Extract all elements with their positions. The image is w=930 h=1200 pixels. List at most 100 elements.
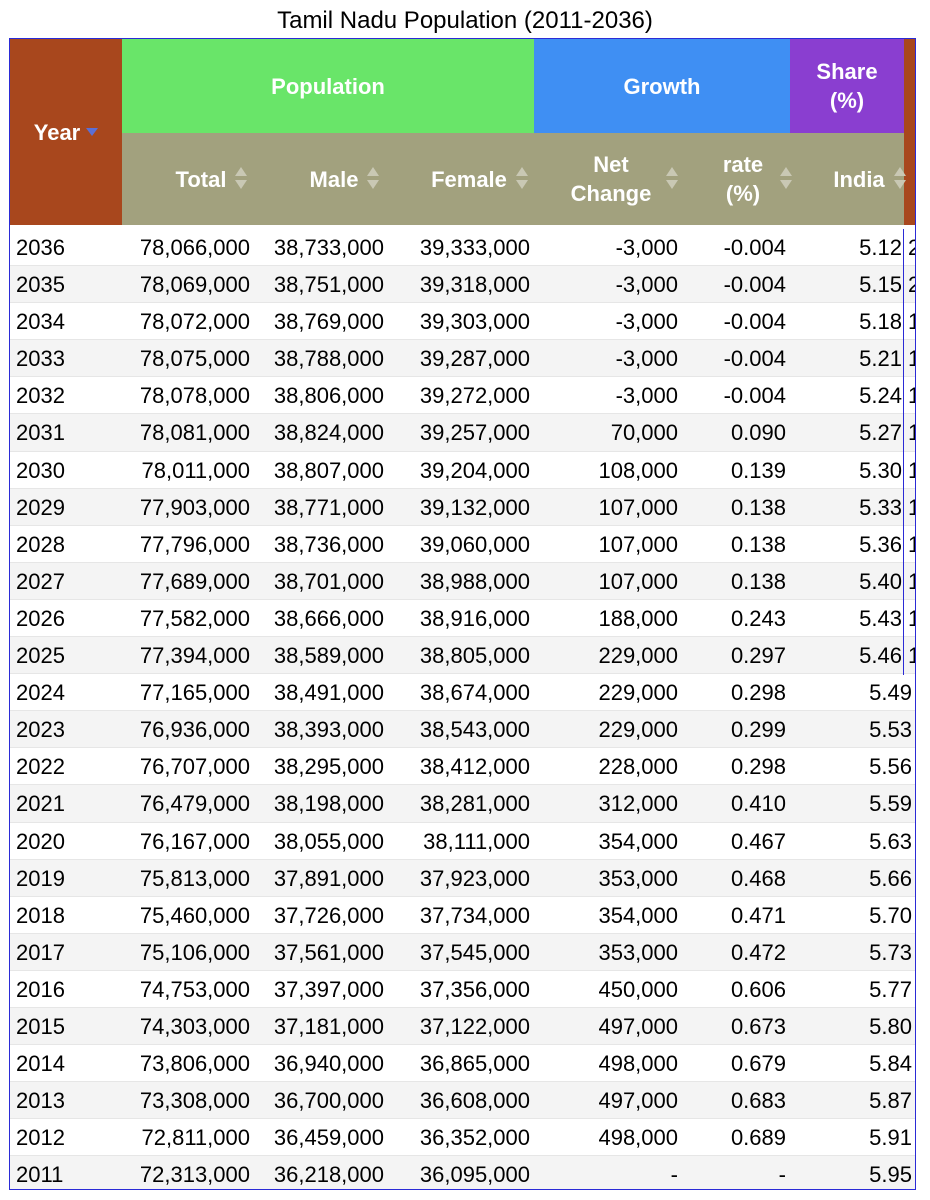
cell-net-change: 498,000 — [598, 1051, 678, 1077]
table-row: 2020 76,167,000 38,055,000 38,111,000 354,00… — [10, 823, 915, 860]
cell-share-india: 5.21 — [859, 346, 902, 372]
column-divider — [903, 229, 904, 675]
cell-rate: 0.467 — [730, 828, 786, 854]
column-header-total[interactable]: Total — [162, 133, 262, 225]
cell-share-india: 5.70 — [869, 902, 912, 928]
cell-year: 2016 — [16, 976, 65, 1002]
cell-male: 37,726,000 — [273, 902, 384, 928]
cell-net-change: 498,000 — [598, 1125, 678, 1151]
table-row: 2019 75,813,000 37,891,000 37,923,000 353,00… — [10, 859, 915, 897]
cell-total: 76,167,000 — [139, 828, 250, 854]
cell-net-change: 188,000 — [598, 605, 678, 631]
cell-rate: 0.472 — [730, 939, 786, 965]
cell-rate: 0.298 — [730, 754, 786, 780]
cell-share-india: 5.40 — [859, 568, 902, 594]
cell-rate: 0.138 — [730, 531, 786, 557]
cell-net-change: 353,000 — [598, 865, 678, 891]
column-header-male[interactable]: Male — [290, 133, 400, 225]
column-header-net-change[interactable]: Net Change — [562, 133, 682, 225]
cell-share-india: 5.80 — [869, 1013, 912, 1039]
cell-male: 36,700,000 — [273, 1088, 384, 1114]
cell-net-change: 107,000 — [598, 494, 678, 520]
cell-female: 38,805,000 — [419, 643, 530, 669]
cell-clipped: 19 — [908, 414, 915, 451]
cell-share-india: 5.84 — [869, 1051, 912, 1077]
cell-net-change: 497,000 — [598, 1088, 678, 1114]
cell-male: 38,733,000 — [273, 235, 384, 260]
cell-year: 2026 — [16, 605, 65, 631]
cell-clipped: 19 — [908, 377, 915, 414]
cell-year: 2017 — [16, 939, 65, 965]
table-row: 2014 73,806,000 36,940,000 36,865,000 498,00… — [10, 1045, 915, 1083]
table-row: 2016 74,753,000 37,397,000 37,356,000 450,00… — [10, 971, 915, 1008]
sort-descending-icon — [86, 128, 99, 136]
table-row: 2034 78,072,000 38,769,000 39,303,000 -3,000… — [10, 303, 915, 341]
cell-year: 2035 — [16, 272, 65, 298]
table-body: 2036 78,066,000 38,733,000 39,333,000 -3,000… — [10, 229, 915, 1189]
cell-total: 72,313,000 — [139, 1162, 250, 1188]
cell-female: 39,287,000 — [419, 346, 530, 372]
cell-net-change: 353,000 — [598, 939, 678, 965]
table-row: 2015 74,303,000 37,181,000 37,122,000 497,00… — [10, 1007, 915, 1046]
table-row: 2022 76,707,000 38,295,000 38,412,000 228,00… — [10, 748, 915, 786]
group-header-growth: Growth — [534, 39, 790, 133]
cell-share-india: 5.91 — [869, 1125, 912, 1151]
cell-total: 77,394,000 — [139, 643, 250, 669]
table-row: 2013 73,308,000 36,700,000 36,608,000 497,00… — [10, 1082, 915, 1120]
cell-male: 38,751,000 — [273, 272, 384, 298]
cell-female: 38,412,000 — [419, 754, 530, 780]
table-row: 2028 77,796,000 38,736,000 39,060,000 107,00… — [10, 526, 915, 563]
cell-rate: 0.299 — [730, 717, 786, 743]
cell-share-india: 5.87 — [869, 1088, 912, 1114]
group-header-cutoff — [904, 39, 915, 225]
cell-female: 37,734,000 — [419, 902, 530, 928]
cell-male: 38,788,000 — [273, 346, 384, 372]
cell-clipped: 19 — [908, 452, 915, 489]
column-header-rate[interactable]: rate (%) — [710, 133, 798, 225]
column-header-year[interactable]: Year — [10, 39, 122, 225]
cell-year: 2015 — [16, 1013, 65, 1039]
cell-female: 36,865,000 — [419, 1051, 530, 1077]
population-table: Year Population Growth Share (%) Total M… — [9, 38, 916, 1190]
table-title: Tamil Nadu Population (2011-2036) — [277, 7, 653, 34]
column-header-india[interactable]: India — [820, 133, 915, 225]
cell-total: 77,903,000 — [139, 494, 250, 520]
cell-rate: -0.004 — [723, 309, 786, 335]
cell-total: 76,479,000 — [139, 791, 250, 817]
cell-male: 38,198,000 — [273, 791, 384, 817]
cell-rate: 0.410 — [730, 791, 786, 817]
cell-share-india: 5.95 — [869, 1162, 912, 1188]
table-row: 2035 78,069,000 38,751,000 39,318,000 -3,000… — [10, 266, 915, 304]
cell-male: 38,589,000 — [273, 643, 384, 669]
cell-share-india: 5.18 — [859, 309, 902, 335]
cell-clipped: 19 — [908, 340, 915, 377]
cell-year: 2036 — [16, 235, 65, 260]
cell-share-india: 5.73 — [869, 939, 912, 965]
cell-male: 36,459,000 — [273, 1125, 384, 1151]
cell-total: 78,081,000 — [139, 420, 250, 446]
cell-male: 37,181,000 — [273, 1013, 384, 1039]
cell-year: 2023 — [16, 717, 65, 743]
cell-rate: 0.090 — [730, 420, 786, 446]
cell-total: 77,796,000 — [139, 531, 250, 557]
cell-rate: 0.673 — [730, 1013, 786, 1039]
sort-icon — [234, 167, 248, 191]
table-row: 2011 72,313,000 36,218,000 36,095,000 - - 5.95 — [10, 1156, 915, 1189]
cell-year: 2012 — [16, 1125, 65, 1151]
table-row: 2031 78,081,000 38,824,000 39,257,000 70,000… — [10, 414, 915, 452]
sort-icon — [893, 167, 907, 191]
table-row: 2033 78,075,000 38,788,000 39,287,000 -3,000… — [10, 340, 915, 378]
cell-total: 77,689,000 — [139, 568, 250, 594]
cell-male: 38,491,000 — [273, 680, 384, 706]
cell-year: 2031 — [16, 420, 65, 446]
cell-year: 2022 — [16, 754, 65, 780]
cell-share-india: 5.15 — [859, 272, 902, 298]
sort-icon — [515, 167, 529, 191]
column-header-female[interactable]: Female — [418, 133, 542, 225]
cell-rate: -0.004 — [723, 235, 786, 260]
cell-clipped: 19 — [908, 600, 915, 637]
table-row: 2032 78,078,000 38,806,000 39,272,000 -3,000… — [10, 377, 915, 415]
cell-female: 38,916,000 — [419, 605, 530, 631]
cell-rate: 0.606 — [730, 976, 786, 1002]
cell-total: 78,072,000 — [139, 309, 250, 335]
